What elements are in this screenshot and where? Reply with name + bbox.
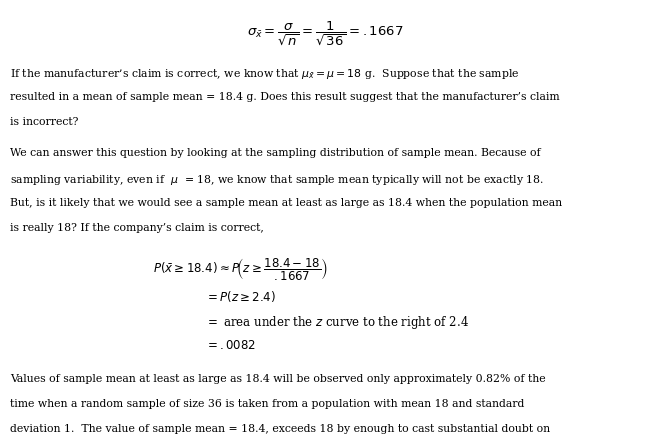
- Text: $P(\bar{x} \geq 18.4) \approx P\!\left(z \geq \dfrac{18.4 - 18}{.1667}\right)$: $P(\bar{x} \geq 18.4) \approx P\!\left(z…: [153, 256, 328, 282]
- Text: time when a random sample of size 36 is taken from a population with mean 18 and: time when a random sample of size 36 is …: [10, 399, 524, 409]
- Text: $\sigma_{\bar{x}} = \dfrac{\sigma}{\sqrt{n}} = \dfrac{1}{\sqrt{36}} = .1667$: $\sigma_{\bar{x}} = \dfrac{\sigma}{\sqrt…: [247, 20, 403, 48]
- Text: $= .0082$: $= .0082$: [205, 339, 256, 352]
- Text: is really 18? If the company’s claim is correct,: is really 18? If the company’s claim is …: [10, 223, 264, 233]
- Text: We can answer this question by looking at the sampling distribution of sample me: We can answer this question by looking a…: [10, 148, 540, 158]
- Text: But, is it likely that we would see a sample mean at least as large as 18.4 when: But, is it likely that we would see a sa…: [10, 198, 562, 208]
- Text: resulted in a mean of sample mean = 18.4 g. Does this result suggest that the ma: resulted in a mean of sample mean = 18.4…: [10, 92, 560, 102]
- Text: If the manufacturer’s claim is correct, we know that $\mu_{\bar{x}} = \mu = 18$ : If the manufacturer’s claim is correct, …: [10, 67, 519, 81]
- Text: sampling variability, even if  $\mu$  = 18, we know that sample mean typically w: sampling variability, even if $\mu$ = 18…: [10, 173, 543, 187]
- Text: is incorrect?: is incorrect?: [10, 117, 78, 127]
- Text: Values of sample mean at least as large as 18.4 will be observed only approximat: Values of sample mean at least as large …: [10, 374, 545, 384]
- Text: $= $ area under the $z$ curve to the right of 2.4: $= $ area under the $z$ curve to the rig…: [205, 314, 469, 331]
- Text: $= P(z \geq 2.4)$: $= P(z \geq 2.4)$: [205, 289, 276, 305]
- Text: deviation 1.  The value of sample mean = 18.4, exceeds 18 by enough to cast subs: deviation 1. The value of sample mean = …: [10, 424, 550, 434]
